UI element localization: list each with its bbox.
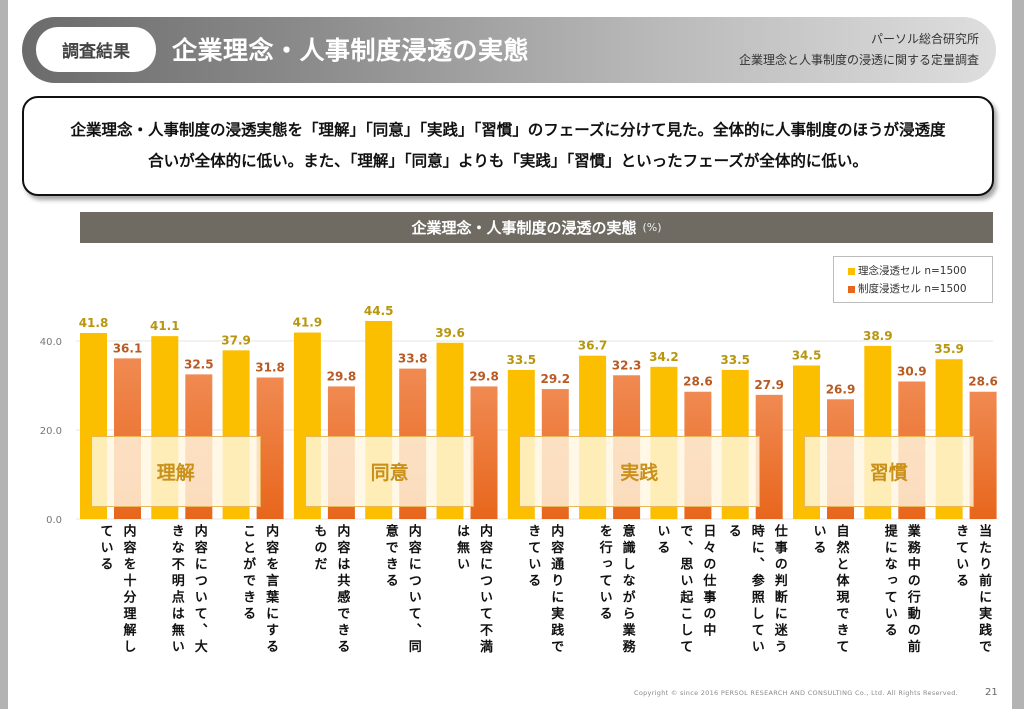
data-label-series1: 36.7 (578, 339, 608, 353)
data-label-series2: 32.3 (612, 358, 642, 372)
data-label-series1: 38.9 (863, 329, 893, 343)
category-label: 内容について、同 意できる (382, 524, 421, 656)
data-label-series2: 36.1 (113, 341, 143, 355)
data-label-series1: 35.9 (934, 342, 964, 356)
data-label-series1: 41.1 (150, 319, 180, 333)
organization-name: パーソル総合研究所 (870, 32, 979, 46)
category-label: 当たり前に実践で きている (953, 524, 992, 656)
phase-label-box: 習慣 (804, 436, 974, 507)
y-tick-label: 40.0 (40, 337, 62, 348)
bar-series2 (256, 377, 284, 519)
chart-legend: 理念浸透セル n=1500 制度浸透セル n=1500 (833, 256, 993, 303)
data-label-series1: 39.6 (435, 326, 465, 340)
section-badge: 調査結果 (36, 27, 156, 72)
legend-swatch-series2 (848, 285, 855, 293)
category-label: 内容について、大 きな不明点は無い (168, 524, 207, 656)
data-label-series2: 32.5 (184, 357, 214, 371)
category-label: 自然と体現できて いる (810, 524, 849, 656)
data-label-series2: 28.6 (683, 375, 713, 389)
category-label: 意識しながら業務 を行っている (596, 524, 635, 656)
legend-swatch-series1 (848, 267, 855, 275)
data-label-series2: 31.8 (255, 360, 285, 374)
legend-item-series2: 制度浸透セル n=1500 (848, 280, 992, 298)
legend-label-series1: 理念浸透セル n=1500 (858, 265, 967, 277)
data-label-series1: 41.8 (79, 316, 109, 330)
category-label: 業務中の行動の前 提になっている (881, 524, 920, 656)
phase-label-box: 実践 (518, 436, 760, 507)
page-number: 21 (985, 687, 998, 698)
phase-label-box: 理解 (91, 436, 261, 507)
data-label-series1: 41.9 (293, 316, 323, 330)
category-label: 日々の仕事の中 で、思い起こして いる (654, 524, 716, 656)
category-label: 内容について不満 は無い (454, 524, 492, 656)
bar-series2 (969, 391, 997, 519)
data-label-series1: 34.5 (792, 348, 822, 362)
category-label: 内容通りに実践で きている (525, 524, 564, 656)
data-label-series2: 29.2 (540, 372, 570, 386)
category-label: 内容を言葉にする ことができる (240, 524, 279, 656)
data-label-series2: 28.6 (968, 375, 998, 389)
data-label-series2: 29.8 (327, 369, 357, 383)
header-band (22, 17, 996, 83)
data-label-layer: 41.8 36.1 41.1 32.5 37.9 31.8 41.9 29.8 44.5 33.8… (79, 304, 998, 396)
data-label-series1: 34.2 (649, 350, 679, 364)
chart-title: 企業理念・人事制度の浸透の実態 (411, 219, 637, 237)
y-tick-label: 0.0 (46, 515, 62, 526)
summary-line-2: 合いが全体的に低い。また、「理解」「同意」よりも「実践」「習慣」といったフェーズ… (148, 152, 868, 170)
right-edge-strip (1012, 0, 1024, 709)
legend-item-series1: 理念浸透セル n=1500 (848, 262, 992, 280)
data-label-series2: 33.8 (398, 352, 428, 366)
category-label: 内容は共感できる ものだ (311, 524, 350, 656)
chart-unit: (%) (642, 221, 662, 234)
data-label-series2: 26.9 (826, 382, 856, 396)
y-tick-label: 20.0 (40, 426, 62, 437)
bar-series2 (755, 394, 783, 519)
category-label: 内容を十分理解し ている (97, 524, 136, 656)
summary-box: 企業理念・人事制度の浸透実態を「理解」「同意」「実践」「習慣」のフェーズに分けて… (22, 96, 994, 196)
left-edge-strip (0, 0, 8, 709)
legend-label-series2: 制度浸透セル n=1500 (858, 283, 967, 295)
summary-line-1: 企業理念・人事制度の浸透実態を「理解」「同意」「実践」「習慣」のフェーズに分けて… (70, 121, 946, 139)
phase-label-box: 同意 (304, 436, 475, 507)
page-title: 企業理念・人事制度浸透の実態 (172, 36, 530, 65)
data-label-series1: 37.9 (221, 333, 251, 347)
data-label-series2: 30.9 (897, 364, 927, 378)
data-label-series2: 27.9 (754, 378, 784, 392)
copyright-text: Copyright © since 2016 PERSOL RESEARCH A… (634, 689, 959, 697)
chart-title-bar: 企業理念・人事制度の浸透の実態 (%) (80, 212, 993, 243)
data-label-series2: 29.8 (469, 369, 499, 383)
bar-series2 (470, 386, 498, 519)
data-label-series1: 44.5 (364, 304, 394, 318)
data-label-series1: 33.5 (720, 353, 750, 367)
data-label-series1: 33.5 (506, 353, 536, 367)
category-label: 仕事の判断に迷う 時に、参照してい る (725, 524, 787, 656)
survey-name: 企業理念と人事制度の浸透に関する定量調査 (738, 53, 979, 67)
